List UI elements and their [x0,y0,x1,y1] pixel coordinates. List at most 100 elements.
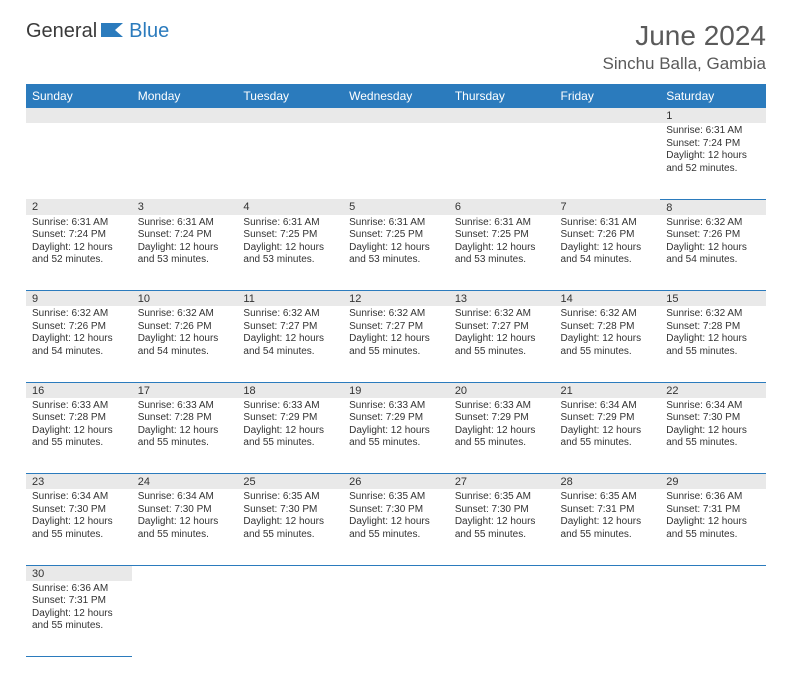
day-cell: Sunrise: 6:35 AMSunset: 7:30 PMDaylight:… [237,489,343,565]
day-details: Sunrise: 6:32 AMSunset: 7:26 PMDaylight:… [660,215,766,271]
day-details: Sunrise: 6:31 AMSunset: 7:24 PMDaylight:… [26,215,132,271]
day-number: 20 [449,383,555,398]
weekday-header: Saturday [660,84,766,108]
brand-logo: General Blue [26,20,169,43]
empty-cell [660,581,766,657]
daynum-cell: 19 [343,382,449,398]
day-details: Sunrise: 6:34 AMSunset: 7:29 PMDaylight:… [555,398,661,454]
day-cell: Sunrise: 6:32 AMSunset: 7:28 PMDaylight:… [660,306,766,382]
daynum-cell: 21 [555,382,661,398]
day-number: 1 [660,108,766,123]
empty-daynum [132,565,238,581]
location-text: Sinchu Balla, Gambia [603,54,766,74]
day-details: Sunrise: 6:32 AMSunset: 7:27 PMDaylight:… [237,306,343,362]
weekday-header: Wednesday [343,84,449,108]
empty-cell [237,123,343,199]
day-number: 21 [555,383,661,398]
empty-daynum [132,108,238,123]
daynum-cell: 26 [343,474,449,490]
day-details: Sunrise: 6:31 AMSunset: 7:24 PMDaylight:… [660,123,766,179]
day-number: 6 [449,199,555,214]
daynum-cell: 1 [660,108,766,123]
day-cell: Sunrise: 6:31 AMSunset: 7:25 PMDaylight:… [343,215,449,291]
day-number: 5 [343,199,449,214]
day-cell: Sunrise: 6:34 AMSunset: 7:30 PMDaylight:… [132,489,238,565]
day-number: 11 [237,291,343,306]
day-details: Sunrise: 6:32 AMSunset: 7:26 PMDaylight:… [132,306,238,362]
weekday-header: Friday [555,84,661,108]
empty-daynum [26,108,132,123]
day-cell: Sunrise: 6:32 AMSunset: 7:27 PMDaylight:… [343,306,449,382]
brand-text-a: General [26,20,97,43]
day-details: Sunrise: 6:32 AMSunset: 7:27 PMDaylight:… [449,306,555,362]
day-cell: Sunrise: 6:32 AMSunset: 7:27 PMDaylight:… [237,306,343,382]
empty-cell [237,581,343,657]
daynum-cell: 13 [449,291,555,307]
day-details: Sunrise: 6:31 AMSunset: 7:25 PMDaylight:… [449,215,555,271]
empty-daynum [555,108,661,123]
daynum-cell: 16 [26,382,132,398]
day-details: Sunrise: 6:34 AMSunset: 7:30 PMDaylight:… [660,398,766,454]
daynum-cell: 15 [660,291,766,307]
daynum-cell: 25 [237,474,343,490]
calendar-head: SundayMondayTuesdayWednesdayThursdayFrid… [26,84,766,108]
empty-daynum [660,565,766,581]
daynum-cell: 5 [343,199,449,215]
week-row: Sunrise: 6:33 AMSunset: 7:28 PMDaylight:… [26,398,766,474]
week-row: Sunrise: 6:31 AMSunset: 7:24 PMDaylight:… [26,123,766,199]
daynum-cell: 24 [132,474,238,490]
day-cell: Sunrise: 6:33 AMSunset: 7:29 PMDaylight:… [237,398,343,474]
daynum-cell: 17 [132,382,238,398]
day-number: 14 [555,291,661,306]
daynum-cell: 3 [132,199,238,215]
daynum-row: 16171819202122 [26,382,766,398]
day-number: 15 [660,291,766,306]
daynum-cell: 2 [26,199,132,215]
day-details: Sunrise: 6:36 AMSunset: 7:31 PMDaylight:… [26,581,132,637]
daynum-cell: 10 [132,291,238,307]
day-number: 27 [449,474,555,489]
day-details: Sunrise: 6:32 AMSunset: 7:28 PMDaylight:… [555,306,661,362]
day-cell: Sunrise: 6:31 AMSunset: 7:25 PMDaylight:… [237,215,343,291]
day-number: 8 [660,200,766,215]
empty-cell [449,581,555,657]
day-cell: Sunrise: 6:34 AMSunset: 7:30 PMDaylight:… [660,398,766,474]
weekday-header: Monday [132,84,238,108]
day-details: Sunrise: 6:35 AMSunset: 7:30 PMDaylight:… [343,489,449,545]
empty-daynum [237,108,343,123]
week-row: Sunrise: 6:34 AMSunset: 7:30 PMDaylight:… [26,489,766,565]
daynum-cell: 28 [555,474,661,490]
day-cell: Sunrise: 6:31 AMSunset: 7:25 PMDaylight:… [449,215,555,291]
daynum-cell: 14 [555,291,661,307]
day-details: Sunrise: 6:35 AMSunset: 7:30 PMDaylight:… [237,489,343,545]
day-cell: Sunrise: 6:35 AMSunset: 7:31 PMDaylight:… [555,489,661,565]
empty-daynum [237,565,343,581]
day-number: 12 [343,291,449,306]
day-cell: Sunrise: 6:32 AMSunset: 7:26 PMDaylight:… [132,306,238,382]
day-details: Sunrise: 6:31 AMSunset: 7:24 PMDaylight:… [132,215,238,271]
day-number: 30 [26,566,132,581]
day-cell: Sunrise: 6:31 AMSunset: 7:26 PMDaylight:… [555,215,661,291]
daynum-cell: 29 [660,474,766,490]
calendar-body: 1Sunrise: 6:31 AMSunset: 7:24 PMDaylight… [26,108,766,657]
day-cell: Sunrise: 6:36 AMSunset: 7:31 PMDaylight:… [26,581,132,657]
daynum-cell: 20 [449,382,555,398]
day-number: 7 [555,199,661,214]
day-details: Sunrise: 6:33 AMSunset: 7:29 PMDaylight:… [343,398,449,454]
week-row: Sunrise: 6:31 AMSunset: 7:24 PMDaylight:… [26,215,766,291]
day-details: Sunrise: 6:31 AMSunset: 7:26 PMDaylight:… [555,215,661,271]
day-details: Sunrise: 6:34 AMSunset: 7:30 PMDaylight:… [26,489,132,545]
daynum-cell: 4 [237,199,343,215]
daynum-row: 2345678 [26,199,766,215]
day-details: Sunrise: 6:32 AMSunset: 7:26 PMDaylight:… [26,306,132,362]
day-cell: Sunrise: 6:32 AMSunset: 7:26 PMDaylight:… [660,215,766,291]
empty-cell [132,123,238,199]
calendar-table: SundayMondayTuesdayWednesdayThursdayFrid… [26,84,766,657]
day-cell: Sunrise: 6:31 AMSunset: 7:24 PMDaylight:… [132,215,238,291]
empty-cell [343,581,449,657]
day-details: Sunrise: 6:32 AMSunset: 7:28 PMDaylight:… [660,306,766,362]
daynum-cell: 27 [449,474,555,490]
calendar-page: General Blue June 2024 Sinchu Balla, Gam… [0,0,792,677]
day-cell: Sunrise: 6:33 AMSunset: 7:29 PMDaylight:… [449,398,555,474]
daynum-cell: 6 [449,199,555,215]
